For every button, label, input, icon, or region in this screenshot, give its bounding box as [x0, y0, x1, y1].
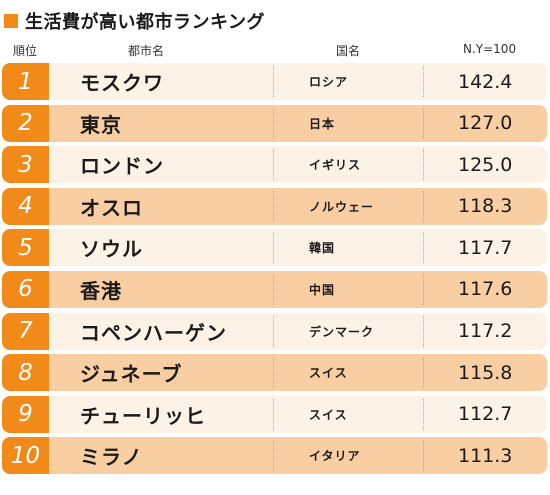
title-marker-square: [4, 14, 18, 28]
column-separator: [423, 440, 424, 472]
rank-number: 5: [18, 234, 33, 261]
city-name: モスクワ: [80, 71, 164, 95]
ranking-table: 1 モスクワ ロシア 142.4 2 東京 日本 127.0 3 ロンドン イギ…: [2, 63, 547, 479]
rank-badge: 7: [2, 312, 49, 350]
header-city: 都市名: [128, 44, 165, 58]
country-name: 中国: [309, 282, 336, 297]
rank-number: 7: [18, 318, 33, 345]
header-index: N.Y=100: [463, 42, 517, 56]
country-name: 日本: [309, 116, 336, 131]
country-name: スイス: [309, 366, 348, 381]
rank-badge: 2: [2, 104, 49, 142]
cost-index: 111.3: [458, 444, 513, 467]
cost-index: 127.0: [458, 112, 513, 135]
table-header: 順位 都市名 国名 N.Y=100: [0, 40, 550, 60]
rank-number: 2: [18, 110, 33, 137]
city-name: ジュネーブ: [80, 362, 183, 387]
rank-badge: 1: [2, 63, 49, 100]
column-separator: [423, 315, 424, 347]
rank-badge: 3: [2, 146, 49, 184]
column-separator: [273, 273, 274, 305]
table-row: 4 オスロ ノルウェー 118.3: [2, 187, 547, 225]
rank-number: 8: [18, 359, 33, 386]
rank-number: 6: [18, 276, 33, 303]
table-row: 1 モスクワ ロシア 142.4: [2, 63, 547, 100]
title-row: 生活費が高い都市ランキング: [4, 4, 265, 38]
header-rank: 順位: [13, 44, 38, 58]
column-separator: [423, 273, 424, 305]
country-name: ノルウェー: [309, 199, 375, 214]
column-separator: [273, 232, 274, 264]
city-name: オスロ: [80, 195, 143, 220]
column-separator: [423, 357, 424, 389]
rank-badge: 8: [2, 354, 49, 392]
table-row: 2 東京 日本 127.0: [2, 104, 547, 142]
column-separator: [273, 107, 274, 139]
column-separator: [423, 190, 424, 222]
column-separator: [423, 232, 424, 264]
city-name: 香港: [80, 278, 122, 303]
cost-index: 142.4: [458, 70, 513, 93]
column-separator: [423, 149, 424, 181]
table-row: 3 ロンドン イギリス 125.0: [2, 146, 547, 184]
cost-index: 112.7: [458, 403, 513, 426]
city-name: ソウル: [80, 237, 143, 262]
city-name: 東京: [80, 112, 122, 137]
city-name: コペンハーゲン: [80, 320, 227, 345]
country-name: イタリア: [309, 449, 361, 464]
column-separator: [273, 440, 274, 472]
column-separator: [273, 398, 274, 430]
country-name: ロシア: [309, 75, 349, 89]
city-name: ミラノ: [80, 445, 143, 470]
table-row: 10 ミラノ イタリア 111.3: [2, 437, 547, 475]
country-name: イギリス: [309, 158, 362, 173]
cost-index: 125.0: [458, 153, 513, 176]
rank-number: 10: [10, 442, 41, 469]
rank-badge: 5: [2, 229, 49, 267]
rank-number: 1: [18, 68, 33, 95]
rank-badge: 9: [2, 395, 49, 433]
rank-number: 9: [18, 401, 33, 428]
rank-number: 3: [18, 151, 33, 178]
city-name: ロンドン: [80, 154, 164, 179]
table-row: 8 ジュネーブ スイス 115.8: [2, 354, 547, 392]
cost-index: 117.2: [458, 320, 513, 343]
column-separator: [273, 190, 274, 222]
table-row: 5 ソウル 韓国 117.7: [2, 229, 547, 267]
table-row: 7 コペンハーゲン デンマーク 117.2: [2, 312, 547, 350]
rank-badge: 10: [2, 437, 49, 475]
column-separator: [273, 357, 274, 389]
column-separator: [423, 66, 424, 97]
cost-index: 117.7: [458, 236, 513, 259]
rank-badge: 6: [2, 270, 49, 308]
country-name: デンマーク: [309, 324, 375, 339]
header-country: 国名: [336, 44, 361, 58]
rank-badge: 4: [2, 187, 49, 225]
country-name: スイス: [309, 407, 348, 422]
table-row: 6 香港 中国 117.6: [2, 270, 547, 308]
table-row: 9 チューリッヒ スイス 112.7: [2, 395, 547, 433]
city-name: チューリッヒ: [80, 403, 206, 428]
rank-number: 4: [18, 193, 33, 220]
page-title: 生活費が高い都市ランキング: [25, 12, 265, 33]
column-separator: [273, 66, 274, 97]
cost-index: 117.6: [458, 278, 513, 301]
cost-index: 115.8: [458, 361, 513, 384]
column-separator: [423, 398, 424, 430]
column-separator: [273, 149, 274, 181]
country-name: 韓国: [309, 241, 336, 256]
cost-index: 118.3: [458, 195, 513, 218]
column-separator: [273, 315, 274, 347]
column-separator: [423, 107, 424, 139]
